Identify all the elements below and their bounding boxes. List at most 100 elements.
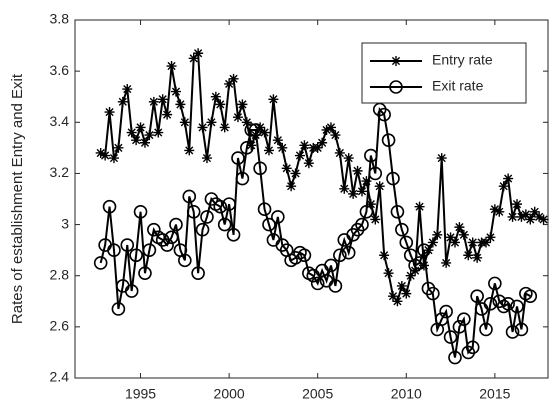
marker xyxy=(175,99,186,110)
marker xyxy=(386,171,400,186)
marker xyxy=(514,322,529,337)
marker xyxy=(458,229,469,240)
marker xyxy=(262,217,276,232)
marker xyxy=(324,258,338,273)
marker xyxy=(498,181,509,192)
marker xyxy=(231,151,245,165)
x-tick-label: 1995 xyxy=(125,386,156,402)
marker xyxy=(355,217,369,232)
legend-label: Exit rate xyxy=(432,78,484,94)
marker xyxy=(333,248,347,263)
marker xyxy=(153,127,164,138)
marker xyxy=(186,204,201,219)
marker xyxy=(485,232,496,243)
marker xyxy=(434,312,449,326)
marker xyxy=(483,297,498,311)
marker xyxy=(520,209,531,220)
marker xyxy=(465,340,480,355)
marker xyxy=(472,252,483,263)
marker xyxy=(201,153,212,164)
marker xyxy=(169,217,183,232)
x-tick-label: 2015 xyxy=(479,386,510,402)
marker xyxy=(253,161,267,176)
marker xyxy=(348,188,359,199)
marker xyxy=(379,250,390,261)
marker xyxy=(113,142,124,153)
marker xyxy=(352,165,363,176)
marker xyxy=(166,61,177,72)
marker xyxy=(257,202,272,217)
marker xyxy=(271,210,285,224)
marker xyxy=(457,312,471,326)
y-tick-label: 3.4 xyxy=(50,113,70,129)
marker xyxy=(133,204,148,219)
marker xyxy=(392,296,403,307)
marker xyxy=(148,96,159,107)
marker xyxy=(401,288,412,299)
marker xyxy=(480,237,491,248)
marker xyxy=(370,214,381,225)
marker xyxy=(213,199,228,214)
marker xyxy=(281,163,292,174)
marker xyxy=(389,80,403,94)
marker xyxy=(529,206,540,217)
marker xyxy=(364,148,378,163)
marker xyxy=(525,214,536,225)
marker xyxy=(215,99,226,110)
marker xyxy=(246,140,257,151)
marker xyxy=(224,78,235,89)
marker xyxy=(200,210,214,224)
marker xyxy=(312,142,323,153)
marker xyxy=(396,280,407,291)
marker xyxy=(248,123,263,137)
marker xyxy=(328,279,343,293)
marker xyxy=(395,222,409,237)
legend-label: Entry rate xyxy=(432,52,493,68)
marker xyxy=(102,199,117,214)
marker xyxy=(162,109,173,120)
marker xyxy=(244,123,259,137)
marker xyxy=(184,145,195,156)
y-axis-label: Rates of establishment Entry and Exit xyxy=(9,73,26,324)
marker xyxy=(139,137,150,148)
marker xyxy=(268,94,279,105)
marker xyxy=(503,173,514,184)
marker xyxy=(104,107,115,118)
y-tick-label: 2.6 xyxy=(50,318,70,334)
marker xyxy=(310,276,325,291)
marker xyxy=(237,99,248,110)
marker xyxy=(383,268,394,279)
marker xyxy=(390,204,405,219)
marker xyxy=(417,243,431,257)
marker xyxy=(414,201,425,212)
marker xyxy=(272,135,283,146)
marker xyxy=(122,84,133,95)
marker xyxy=(107,243,121,257)
marker xyxy=(449,237,460,248)
marker xyxy=(501,297,515,311)
marker xyxy=(405,270,416,281)
y-tick-label: 2.4 xyxy=(50,369,70,385)
marker xyxy=(219,122,230,133)
marker xyxy=(170,86,181,97)
marker xyxy=(412,256,427,270)
marker xyxy=(325,122,336,133)
marker xyxy=(138,266,152,280)
marker xyxy=(441,257,452,268)
marker xyxy=(93,256,108,270)
marker xyxy=(410,265,421,276)
marker xyxy=(206,117,217,128)
marker xyxy=(297,248,312,263)
marker xyxy=(235,171,250,186)
marker xyxy=(489,204,500,215)
marker xyxy=(124,284,139,298)
marker xyxy=(361,176,372,187)
marker xyxy=(321,124,332,135)
marker xyxy=(343,153,354,164)
marker xyxy=(228,73,239,84)
marker xyxy=(164,230,179,245)
y-tick-label: 2.8 xyxy=(50,266,70,282)
marker xyxy=(368,166,383,181)
marker xyxy=(240,141,254,155)
marker xyxy=(147,222,161,237)
